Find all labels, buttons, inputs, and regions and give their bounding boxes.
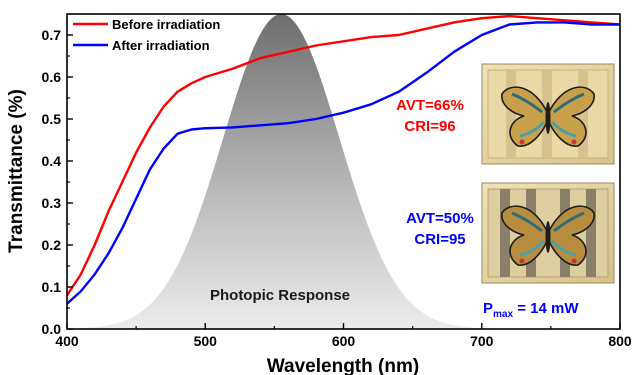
annotation-pmax: Pmax = 14 mW	[483, 300, 579, 320]
x-axis-title: Wavelength (nm)	[267, 356, 419, 375]
y-tick-label: 0.3	[42, 195, 62, 211]
photopic-response-area	[67, 14, 620, 329]
y-tick-label: 0.6	[42, 69, 62, 85]
annotation-before-avt: AVT=66%	[396, 97, 464, 114]
x-tick-label: 800	[608, 333, 632, 349]
legend: Before irradiation After irradiation	[73, 17, 220, 53]
pmax-subscript: max	[493, 309, 513, 320]
pmax-value: = 14 mW	[513, 300, 579, 317]
x-tick-label: 400	[55, 333, 79, 349]
series-line-before-irradiation	[67, 14, 620, 297]
butterfly-device-photo-before	[481, 63, 615, 165]
y-tick-label: 0.7	[42, 27, 62, 43]
annotation-after-avt: AVT=50%	[406, 210, 474, 227]
annotation-before-cri: CRI=96	[404, 118, 455, 135]
legend-label-after: After irradiation	[112, 38, 210, 53]
y-axis-title: Transmittance (%)	[6, 89, 27, 253]
y-tick-label: 0.4	[42, 153, 62, 169]
butterfly-device-photo-after	[481, 182, 615, 284]
y-tick-label: 0.1	[42, 279, 62, 295]
annotation-after-cri: CRI=95	[414, 231, 465, 248]
legend-label-before: Before irradiation	[112, 17, 220, 32]
y-tick-label: 0.0	[42, 321, 62, 337]
pmax-p: P	[483, 300, 493, 317]
y-tick-label: 0.2	[42, 237, 62, 253]
x-tick-label: 700	[470, 333, 494, 349]
photopic-response-label: Photopic Response	[210, 287, 350, 304]
x-tick-label: 600	[332, 333, 356, 349]
y-tick-label: 0.5	[42, 111, 62, 127]
series-line-after-irradiation	[67, 21, 620, 305]
x-tick-label: 500	[194, 333, 218, 349]
